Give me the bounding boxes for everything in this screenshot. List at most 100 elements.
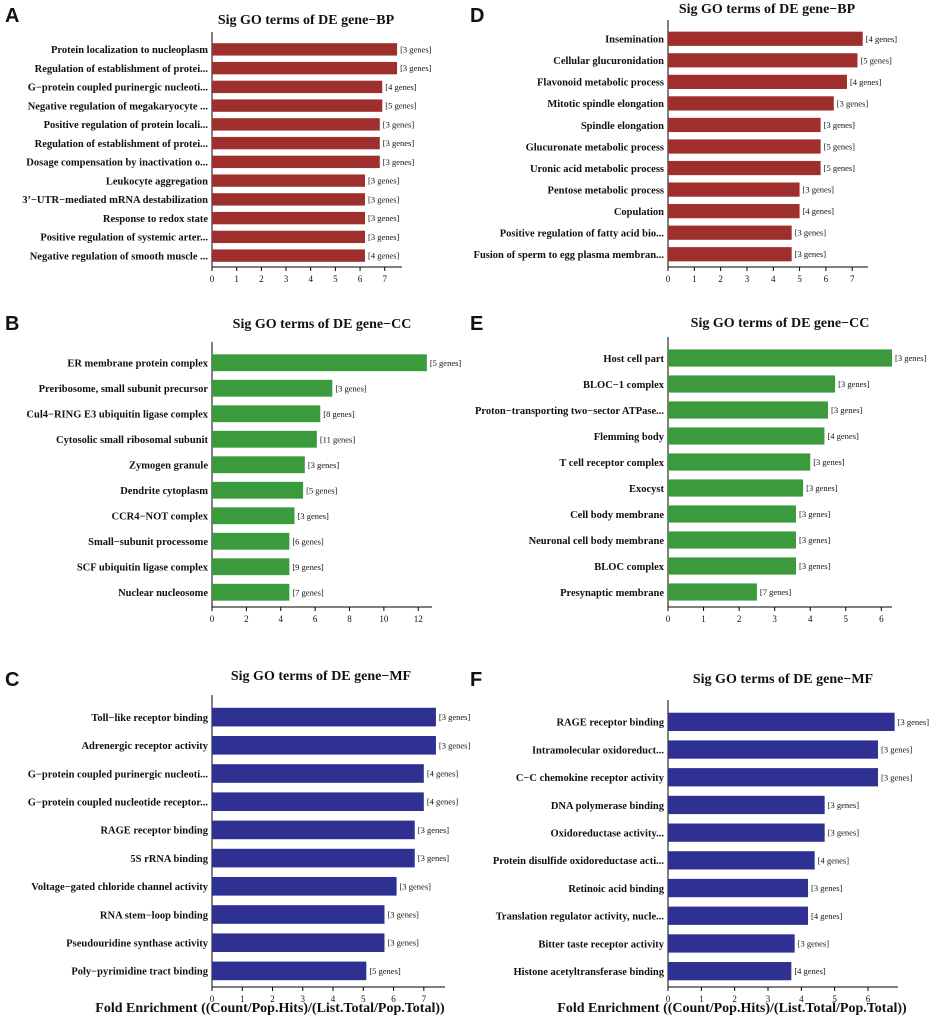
panel-label-c: C [5, 669, 19, 691]
gene-count-label-d: [4 genes] [866, 34, 898, 44]
x-tick-label-c: 7 [422, 994, 427, 1004]
gene-count-label-d: [3 genes] [803, 185, 835, 195]
gene-count-label-a: [3 genes] [368, 213, 400, 223]
gene-count-label-a: [3 genes] [368, 176, 400, 186]
bar-d [668, 31, 863, 46]
bar-c [212, 764, 424, 783]
x-tick-label-c: 4 [331, 994, 336, 1004]
bar-a [212, 230, 365, 244]
bar-b [212, 379, 333, 397]
category-label-f: Translation regulator activity, nucle... [496, 912, 665, 923]
bar-e [668, 427, 825, 445]
category-label-e: Proton−transporting two−sector ATPase... [475, 406, 664, 417]
gene-count-label-d: [3 genes] [837, 98, 869, 108]
bar-b [212, 354, 427, 372]
bar-b [212, 583, 290, 601]
x-tick-label-a: 6 [358, 274, 363, 284]
x-tick-label-a: 5 [333, 274, 338, 284]
gene-count-label-c: [4 genes] [427, 769, 459, 779]
category-label-e: Cell body membrane [570, 510, 664, 521]
bar-c [212, 735, 436, 755]
category-label-b: Zymogen granule [129, 461, 208, 472]
category-label-e: BLOC−1 complex [583, 380, 665, 391]
panel-label-b: B [5, 313, 19, 335]
category-label-a: Regulation of establishment of protei... [35, 139, 209, 150]
gene-count-label-b: [5 genes] [306, 485, 338, 495]
category-label-d: Copulation [614, 207, 664, 218]
category-label-e: Exocyst [629, 484, 665, 495]
gene-count-label-f: [4 genes] [794, 966, 826, 976]
bar-c [212, 961, 367, 981]
bar-f [668, 962, 792, 981]
category-label-d: Fusion of sperm to egg plasma membran... [474, 250, 665, 261]
bar-f [668, 712, 895, 731]
bar-c [212, 905, 385, 924]
category-label-c: 5S rRNA binding [130, 854, 208, 865]
gene-count-label-b: [3 genes] [308, 460, 340, 470]
x-tick-label-e: 2 [737, 614, 742, 624]
x-tick-label-f: 5 [832, 994, 837, 1004]
gene-count-label-f: [3 genes] [828, 828, 860, 838]
category-label-f: Histone acetyltransferase binding [514, 967, 665, 978]
x-tick-label-b: 10 [379, 614, 389, 624]
x-tick-label-f: 4 [799, 994, 804, 1004]
gene-count-label-d: [5 genes] [860, 55, 892, 65]
category-label-a: Regulation of establishment of protei... [35, 64, 209, 75]
bar-d [668, 160, 821, 176]
x-tick-label-f: 2 [732, 994, 737, 1004]
gene-count-label-a: [4 genes] [385, 82, 417, 92]
x-tick-label-e: 3 [772, 614, 777, 624]
gene-count-label-d: [3 genes] [795, 228, 827, 238]
bar-e [668, 583, 757, 601]
x-tick-label-a: 1 [234, 274, 239, 284]
gene-count-label-a: [3 genes] [400, 44, 432, 54]
gene-count-label-a: [3 genes] [383, 157, 415, 167]
category-label-a: Protein localization to nucleoplasm [51, 45, 208, 56]
panel-label-e: E [470, 313, 483, 335]
x-tick-label-a: 4 [308, 274, 313, 284]
bar-c [212, 848, 415, 868]
gene-count-label-f: [3 genes] [898, 717, 930, 727]
bar-c [212, 820, 415, 840]
x-axis-label-right: Fold Enrichment ((Count/Pop.Hits)/(List.… [557, 1001, 907, 1016]
chart-title-e: Sig GO terms of DE gene−CC [691, 316, 870, 331]
category-label-c: RAGE receptor binding [100, 826, 208, 837]
category-label-d: Pentose metabolic process [548, 185, 664, 196]
gene-count-label-b: [11 genes] [320, 434, 355, 444]
bar-b [212, 456, 305, 474]
category-label-b: Nuclear nucleosome [118, 588, 208, 599]
gene-count-label-a: [4 genes] [368, 251, 400, 261]
category-label-a: 3’−UTR−mediated mRNA destabilization [22, 195, 208, 206]
category-label-d: Insemination [605, 35, 664, 46]
gene-count-label-d: [5 genes] [824, 142, 856, 152]
gene-count-label-e: [3 genes] [831, 405, 863, 415]
gene-count-label-f: [4 genes] [811, 911, 843, 921]
bar-f [668, 795, 825, 815]
x-tick-label-a: 0 [210, 274, 215, 284]
gene-count-label-a: [3 genes] [368, 232, 400, 242]
bar-b [212, 481, 304, 499]
category-label-c: Voltage−gated chloride channel activity [31, 882, 209, 893]
x-tick-label-b: 2 [244, 614, 249, 624]
category-label-b: CCR4−NOT complex [112, 512, 209, 523]
bar-d [668, 225, 792, 240]
bar-a [212, 174, 365, 187]
x-tick-label-c: 0 [210, 994, 215, 1004]
x-tick-label-f: 6 [866, 994, 871, 1004]
bar-b [212, 507, 295, 525]
bar-a [212, 249, 365, 262]
category-label-d: Uronic acid metabolic process [530, 164, 664, 175]
bar-f [668, 934, 795, 953]
x-tick-label-f: 0 [666, 994, 671, 1004]
bar-b [212, 430, 317, 448]
gene-count-label-f: [4 genes] [818, 855, 850, 865]
gene-count-label-c: [3 genes] [387, 938, 419, 948]
gene-count-label-b: [3 genes] [335, 383, 367, 393]
category-label-a: Negative regulation of smooth muscle ... [30, 251, 209, 262]
x-tick-label-a: 2 [259, 274, 264, 284]
category-label-f: Retinoic acid binding [568, 884, 664, 895]
bar-d [668, 117, 821, 133]
category-label-f: C−C chemokine receptor activity [516, 773, 665, 784]
bar-c [212, 876, 397, 896]
